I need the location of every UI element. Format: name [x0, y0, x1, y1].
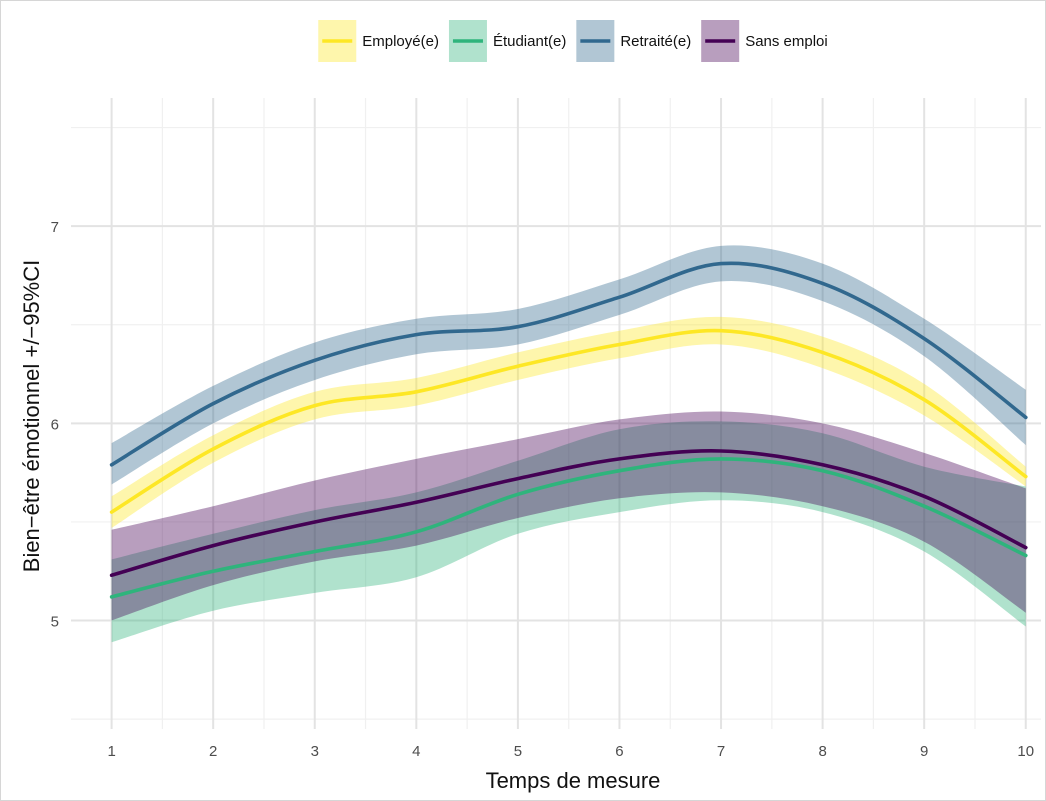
series-line — [109, 457, 1028, 599]
legend-label: Étudiant(e) — [493, 33, 566, 50]
y-tick-label: 5 — [51, 614, 59, 631]
ci-band — [111, 316, 1026, 528]
x-tick-label: 1 — [107, 743, 115, 760]
x-tick-labels: 1 2 3 4 5 6 7 8 9 10 — [107, 743, 1034, 760]
legend: Employé(e) Étudiant(e) Retraité(e) Sans emp… — [318, 20, 828, 62]
series-line — [109, 261, 1028, 467]
legend-label: Retraité(e) — [620, 33, 691, 50]
x-tick-label: 5 — [514, 743, 522, 760]
ci-band — [111, 421, 1026, 643]
legend-item: Étudiant(e) — [448, 20, 566, 62]
y-tick-label: 6 — [51, 416, 59, 433]
legend-item: Retraité(e) — [576, 20, 691, 62]
ci-band — [111, 245, 1026, 485]
legend-label: Sans emploi — [745, 33, 828, 50]
x-tick-label: 2 — [209, 743, 217, 760]
grid — [71, 98, 1041, 729]
series-lines — [109, 261, 1028, 599]
x-tick-label: 4 — [412, 743, 420, 760]
legend-item: Employé(e) — [318, 20, 439, 62]
y-tick-label: 7 — [51, 219, 59, 236]
x-tick-label: 8 — [818, 743, 826, 760]
x-tick-label: 9 — [920, 743, 928, 760]
legend-item: Sans emploi — [701, 20, 828, 62]
series-line — [109, 328, 1028, 514]
x-tick-label: 10 — [1017, 743, 1034, 760]
y-axis-title: Bien−être émotionnel +/−95%CI — [19, 260, 44, 572]
legend-label: Employé(e) — [362, 33, 439, 50]
x-tick-label: 3 — [311, 743, 319, 760]
series-line — [109, 449, 1028, 577]
x-axis-title: Temps de mesure — [486, 768, 661, 793]
x-tick-label: 7 — [717, 743, 725, 760]
x-tick-label: 6 — [615, 743, 623, 760]
y-tick-labels: 5 6 7 — [51, 219, 59, 630]
